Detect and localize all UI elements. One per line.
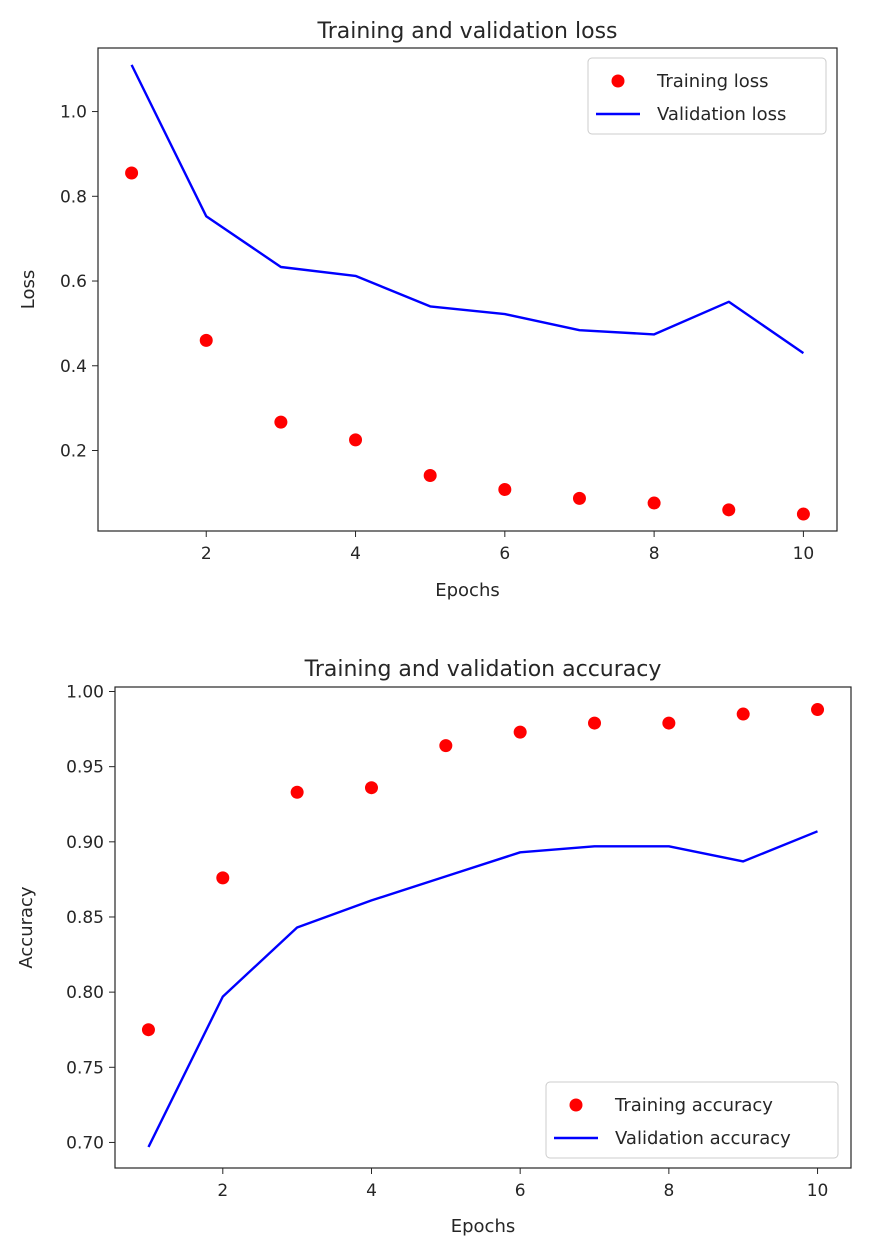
data-point <box>125 166 139 180</box>
y-tick-label: 1.0 <box>60 103 87 123</box>
legend-label: Training accuracy <box>614 1095 773 1116</box>
y-tick-label: 0.2 <box>60 442 87 462</box>
y-axis-label: Loss <box>18 270 39 309</box>
data-point <box>498 482 512 496</box>
data-point <box>811 703 825 717</box>
legend-marker-swatch <box>611 74 625 88</box>
data-point <box>572 491 586 505</box>
series-line-2 <box>147 830 818 1148</box>
chart-1: Training and validation loss 2 4 6 8 10 0.2 0.4… <box>18 19 838 601</box>
x-tick-label: 10 <box>793 544 815 564</box>
data-point <box>513 725 527 739</box>
chart-2: Training and validation accuracy 2 4 6 8 10 0.… <box>16 657 852 1237</box>
x-tick-label: 8 <box>649 544 660 564</box>
x-axis-label: Epochs <box>451 1216 516 1237</box>
data-point <box>141 1023 155 1037</box>
plot-frame <box>97 47 838 532</box>
data-point <box>796 507 810 521</box>
data-point <box>274 415 288 429</box>
legend: Training loss Validation loss <box>587 57 827 135</box>
data-point <box>722 503 736 517</box>
chart-title: Training and validation loss <box>317 19 618 44</box>
x-tick-label: 6 <box>499 544 510 564</box>
x-tick-label: 6 <box>515 1181 526 1201</box>
data-point <box>647 496 661 510</box>
data-point <box>439 739 453 753</box>
data-point <box>349 433 363 447</box>
legend-box <box>587 57 827 135</box>
x-tick-label: 2 <box>217 1181 228 1201</box>
legend-label: Validation loss <box>657 104 786 125</box>
x-tick-label: 8 <box>663 1181 674 1201</box>
x-tick-label: 4 <box>350 544 361 564</box>
data-point <box>216 871 230 885</box>
data-point <box>199 333 213 347</box>
y-tick-label: 0.80 <box>66 983 104 1003</box>
y-tick-label: 0.6 <box>60 272 87 292</box>
data-point <box>290 785 304 799</box>
x-tick-label: 10 <box>807 1181 829 1201</box>
data-point <box>364 781 378 795</box>
legend-box <box>545 1081 839 1159</box>
data-point <box>423 468 437 482</box>
legend-marker-swatch <box>569 1098 583 1112</box>
legend: Training accuracy Validation accuracy <box>545 1081 839 1159</box>
data-point <box>588 716 602 730</box>
y-tick-label: 1.00 <box>66 683 104 703</box>
chart-title: Training and validation accuracy <box>304 657 662 682</box>
x-axis-label: Epochs <box>435 580 500 601</box>
y-tick-label: 0.75 <box>66 1058 104 1078</box>
y-tick-label: 0.90 <box>66 833 104 853</box>
data-point <box>662 716 676 730</box>
y-tick-label: 0.95 <box>66 758 104 778</box>
data-point <box>736 707 750 721</box>
y-tick-label: 0.4 <box>60 357 87 377</box>
legend-label: Training loss <box>656 71 769 92</box>
legend-label: Validation accuracy <box>615 1128 791 1149</box>
y-axis-label: Accuracy <box>16 886 37 969</box>
y-tick-label: 0.85 <box>66 908 104 928</box>
x-tick-label: 2 <box>201 544 212 564</box>
y-tick-label: 0.70 <box>66 1133 104 1153</box>
y-tick-label: 0.8 <box>60 187 87 207</box>
x-tick-label: 4 <box>366 1181 377 1201</box>
plot-frame <box>114 686 852 1169</box>
series-line-2 <box>130 64 805 355</box>
